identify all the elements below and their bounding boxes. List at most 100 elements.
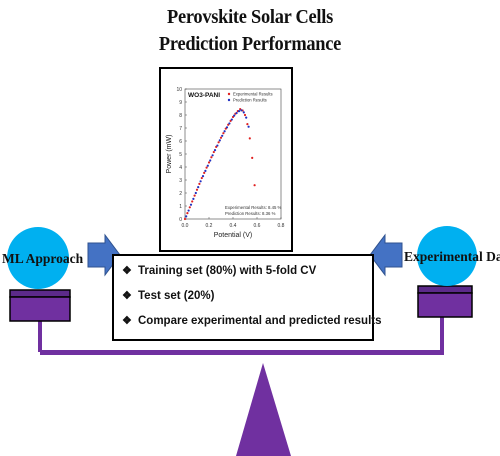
list-item-label: Test set (20%) [138,290,215,302]
prediction-point [211,154,214,157]
legend-label: Experimental Results [233,92,273,97]
prediction-chart-panel: 0 1 2 3 4 5 6 7 8 9 10 0.0 0.2 0.4 0.6 0.8 Potential (V)… [159,67,293,252]
experimental-point [200,176,203,180]
experimental-point [207,161,211,164]
prediction-point [192,197,195,200]
y-tick-label: 9 [179,100,182,106]
y-tick-label: 7 [179,126,182,132]
diamond-bullet-icon: ❖ [122,315,132,327]
left-circle [7,227,69,289]
prediction-point [185,215,188,218]
y-tick-label: 2 [179,191,182,197]
right-pan [417,292,473,318]
prediction-point [199,180,202,183]
y-tick-label: 10 [176,87,182,93]
right-pan-top [417,285,473,294]
page-title-line-1: Perovskite Solar Cells [166,6,333,28]
experimental-point [243,113,247,117]
x-axis-label: Potential (V) [214,232,253,239]
experimental-point [253,184,256,187]
y-tick-label: 3 [179,178,182,184]
prediction-point [213,149,217,152]
y-tick-label: 5 [179,152,182,158]
experimental-point [212,150,215,154]
x-tick-label: 0.4 [230,223,237,229]
experimental-point [246,123,249,126]
experimental-point [193,194,196,197]
power-potential-chart: 0 1 2 3 4 5 6 7 8 9 10 0.0 0.2 0.4 0.6 0.8 Potential (V)… [166,87,285,239]
diamond-bullet-icon: ❖ [122,290,132,302]
annotation-text: Prediction Results: 8.36 % [225,211,276,216]
y-axis-label: Power (mW) [166,135,173,174]
prediction-point [247,125,250,128]
prediction-point [228,122,231,125]
list-item-label: Training set (80%) with 5-fold CV [138,265,317,277]
legend-label: Prediction Results [233,98,267,103]
x-tick-label: 0.0 [182,223,189,229]
experimental-point [217,141,220,144]
prediction-point [235,111,238,115]
prediction-point [189,203,193,206]
experimental-point [191,200,194,203]
left-pan [9,296,71,322]
right-stand [440,315,444,352]
diamond-bullet-icon: ❖ [122,265,132,277]
balance-beam [40,350,444,355]
right-circle [417,226,477,286]
experimental-point [248,137,251,140]
plot-frame [184,88,282,220]
prediction-point [233,114,236,117]
experimental-data-label: Experimental Data [404,249,500,264]
experimental-point [205,166,208,169]
experimental-point [195,188,199,191]
prediction-point [221,134,224,137]
experimental-point [198,182,201,185]
training-details-box: ❖ Training set (80%) with 5-fold CV ❖ Test… [112,254,382,341]
experimental-point [251,156,254,159]
experimental-point [203,171,206,174]
prediction-point [194,191,197,195]
legend-marker [227,98,231,102]
annotation-text: Experimental Results: 8.45 % [225,205,282,210]
prediction-point [216,144,219,147]
left-stand [38,320,42,352]
prediction-point [197,186,200,189]
prediction-point [230,118,233,121]
experimental-point [210,156,213,159]
x-tick-label: 0.6 [254,223,261,229]
list-item-training: ❖ Training set (80%) with 5-fold CV [122,264,316,277]
y-tick-label: 6 [179,139,182,145]
balance-fulcrum [236,363,291,456]
prediction-point [245,116,248,119]
x-tick-label: 0.8 [278,223,285,229]
page-title-line-2: Prediction Performance [158,33,342,55]
right-arrow-icon [369,233,403,277]
ml-approach-label: ML Approach [2,251,84,266]
prediction-point [206,164,209,167]
prediction-point [218,139,221,142]
prediction-point [209,159,212,162]
experimental-point [186,212,189,215]
y-tick-label: 1 [179,204,182,210]
experimental-point [188,206,191,209]
left-pan-top [9,289,71,298]
prediction-point [201,175,205,178]
experimental-point [219,136,223,139]
prediction-point [225,126,229,129]
y-tick-label: 8 [179,113,182,119]
prediction-point [240,109,243,112]
legend-marker [227,92,231,96]
list-item-label: Compare experimental and predicted resul… [138,315,382,327]
prediction-point [237,110,241,113]
x-tick-label: 0.2 [206,223,213,229]
prediction-point [187,209,190,212]
y-tick-label: 0 [179,217,182,223]
prediction-point [242,111,245,114]
experimental-point [183,217,187,221]
experimental-point [222,132,225,135]
y-tick-label: 4 [179,165,182,171]
prediction-point [204,169,207,172]
chart-title: WO3-PANI [188,92,220,99]
list-item-test: ❖ Test set (20%) [122,289,214,302]
list-item-compare: ❖ Compare experimental and predicted resu… [122,314,382,327]
